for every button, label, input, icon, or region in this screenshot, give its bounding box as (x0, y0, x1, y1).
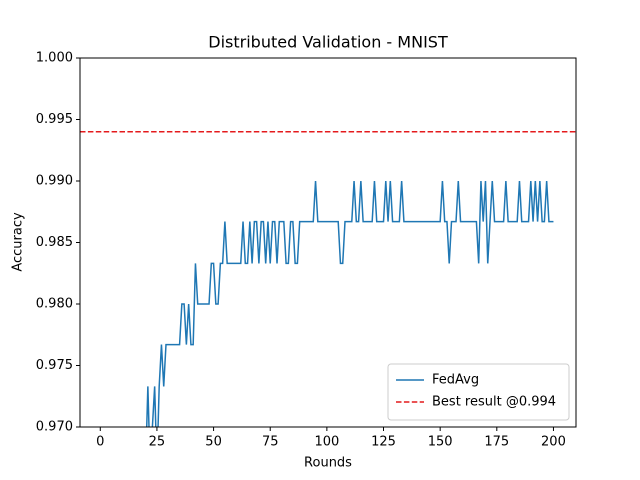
legend-label: Best result @0.994 (432, 395, 556, 410)
x-tick-label: 100 (314, 435, 339, 450)
plot-area (80, 131, 576, 427)
x-tick-label: 125 (371, 435, 396, 450)
chart-title: Distributed Validation - MNIST (208, 33, 448, 52)
x-tick-label: 25 (149, 435, 166, 450)
y-tick-label: 1.000 (36, 51, 73, 66)
x-tick-label: 0 (96, 435, 104, 450)
x-axis-label: Rounds (304, 456, 352, 471)
legend-label: FedAvg (432, 373, 479, 388)
y-tick-label: 0.970 (36, 420, 73, 435)
x-tick-label: 75 (262, 435, 279, 450)
axes-frame (79, 57, 577, 428)
x-tick-label: 175 (484, 435, 509, 450)
y-tick-label: 0.995 (36, 112, 73, 127)
y-tick-label: 0.975 (36, 358, 73, 373)
legend-box (387, 363, 570, 421)
y-tick-label: 0.980 (36, 297, 73, 312)
legend: FedAvg Best result @0.994 (387, 363, 570, 421)
data-line (145, 180, 554, 427)
axes: 0 25 50 75 100 125 150 175 200 0.970 0.975 0.980 0.9… (36, 51, 577, 450)
y-tick-label: 0.985 (36, 235, 73, 250)
y-axis-label: Accuracy (11, 212, 26, 272)
x-tick-label: 50 (205, 435, 222, 450)
y-tick-label: 0.990 (36, 174, 73, 189)
x-tick-label: 200 (541, 435, 566, 450)
x-tick-label: 150 (428, 435, 453, 450)
